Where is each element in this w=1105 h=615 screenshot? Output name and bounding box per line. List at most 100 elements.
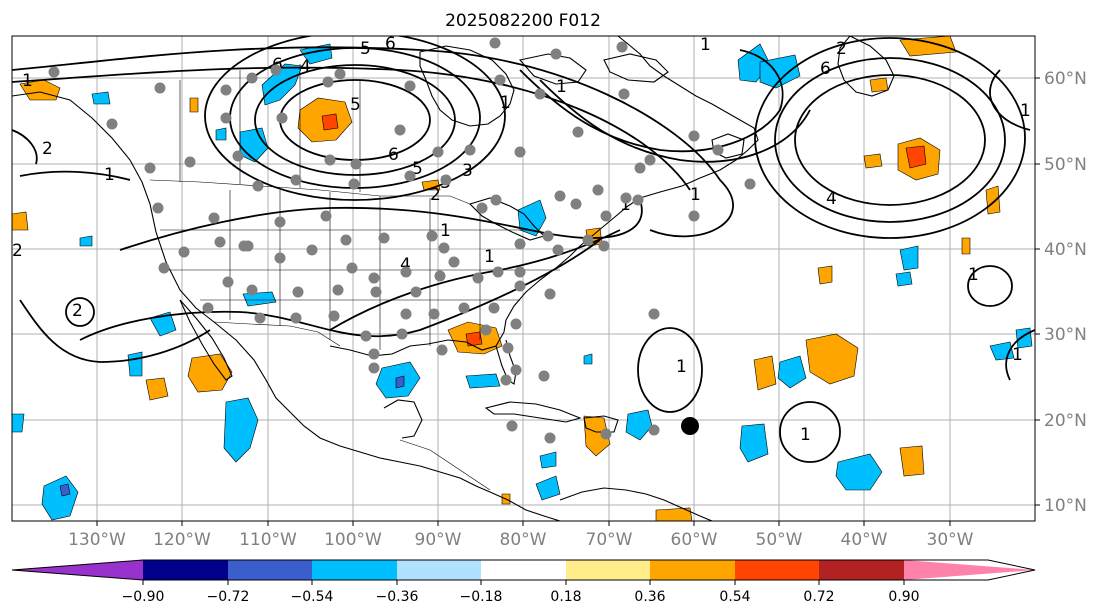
orange-region [817,265,833,285]
east-canada [617,36,759,179]
contour-line [637,327,703,413]
station-dot [648,424,660,436]
colorbar-tick-labels: −0.90 −0.72 −0.54 −0.36 −0.18 0.18 0.36 … [122,589,920,605]
dark-blue-region [59,483,71,497]
blue-region [535,475,561,501]
station-dot [510,364,522,376]
blue-region [242,291,277,307]
contour-label: 6 [820,59,831,79]
blue-region [777,355,807,389]
station-dot [334,68,346,80]
lon-label: 50°W [756,530,803,550]
contour-label: 2 [12,241,23,261]
blue-region [625,409,653,441]
contour-label: 1 [968,265,979,285]
station-dot [434,270,446,282]
hispaniola [583,415,619,433]
contour-line [754,37,1026,239]
station-dot [340,234,352,246]
orange-region [753,355,777,391]
lat-label: 30°N [1044,325,1087,345]
lat-label: 50°N [1044,155,1087,175]
station-dot [152,202,164,214]
shaded-fields [12,36,1033,521]
station-dot [448,256,460,268]
station-dot [368,272,380,284]
florida [495,339,517,385]
contour-label: 5 [412,159,423,179]
station-dot [458,302,470,314]
station-dot [346,262,358,274]
colorbar-tick-label: −0.18 [460,589,503,605]
station-dot [542,230,554,242]
orange-region [655,507,693,521]
station-dot [476,202,488,214]
orange-region [985,185,1001,215]
station-dot [572,126,584,138]
orange-region [961,237,971,255]
station-dot [554,190,566,202]
orange-region [189,97,199,113]
station-dot [598,240,610,252]
contour-line [119,199,643,251]
contour-line [794,74,986,206]
station-dot [348,178,360,190]
colorbar-tick-label: 0.18 [550,589,581,605]
contour-label: 6 [385,34,396,54]
station-dot [270,64,282,76]
contour-label: 1 [500,93,511,113]
station-dot [552,244,564,256]
contour-line [79,239,601,341]
lat-label: 40°N [1044,240,1087,260]
blue-region [539,451,557,469]
station-dot [514,238,526,250]
map-area: 6 5 6 4 5 6 1 1 2 1 3 5 3 2 4 1 1 1 1 1 … [12,34,1035,521]
station-dot [106,118,118,130]
station-dot [232,150,244,162]
station-dot [514,280,526,292]
colorbar-bin [566,560,650,580]
station-dot [274,252,286,264]
orange-region [145,377,169,401]
blue-region [127,351,143,377]
station-dot [360,330,372,342]
station-dot [306,244,318,256]
station-dots [48,37,756,444]
station-dot [500,374,512,386]
station-dot [688,210,700,222]
contour-line [1005,329,1035,381]
blue-region [91,91,111,105]
orange-region [187,353,233,393]
station-dot [154,82,166,94]
blue-region [223,397,259,463]
contour-label: 4 [300,57,311,77]
contour-label: 2 [42,139,53,159]
contour-label: 1 [1020,101,1031,121]
station-dot [648,308,660,320]
contour-line [19,299,211,363]
colorbar-tick-label: −0.90 [122,589,165,605]
station-dot [178,246,190,258]
lat-ticks [1035,77,1040,506]
station-dot [480,324,492,336]
station-dot [488,302,500,314]
station-dot [370,286,382,298]
cuba [484,401,582,423]
station-dot [246,72,258,84]
colorbar-bin [481,560,566,580]
contour-label: 1 [800,425,811,445]
station-dot [214,236,226,248]
red-region [465,331,483,347]
blue-region [261,63,303,106]
contour-line [12,66,691,191]
contour-label: 1 [556,77,567,97]
station-dot [246,284,258,296]
contour-label: 1 [104,165,115,185]
lon-labels: 130°W 120°W 110°W 100°W 90°W 80°W 70°W 6… [68,530,974,550]
orange-region [899,445,925,477]
colorbar-bin [904,560,1035,580]
blue-region [899,245,919,271]
lon-label: 90°W [415,530,462,550]
station-dot [514,266,526,278]
station-dot [428,308,440,320]
